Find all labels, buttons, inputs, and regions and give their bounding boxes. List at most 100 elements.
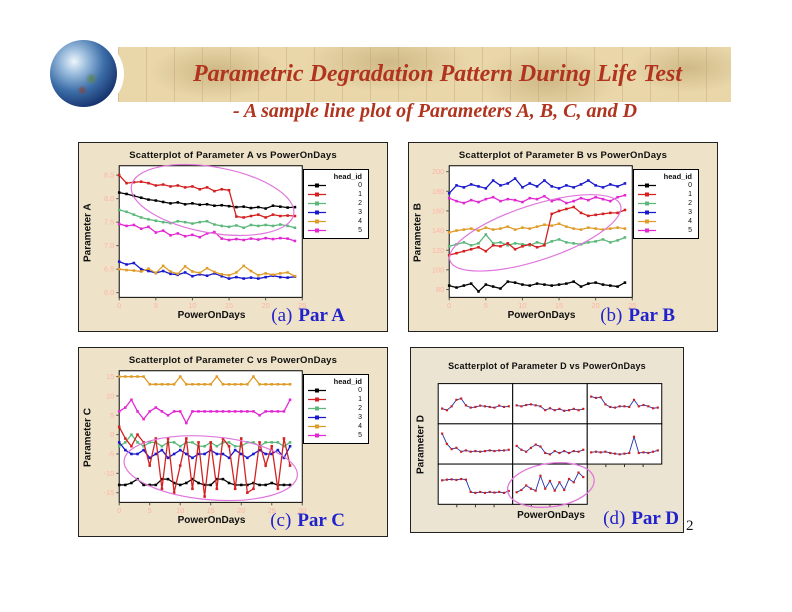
legend-entry-label: 3 — [358, 209, 362, 216]
chart-b-x-axis-label: PowerOnDays — [507, 310, 576, 321]
legend-marker-icon — [308, 183, 326, 188]
svg-text:30: 30 — [298, 506, 306, 515]
title-banner: Parametric Degradation Pattern During Li… — [118, 47, 731, 102]
legend-entry: 1 — [307, 395, 365, 404]
legend-entry: 4 — [637, 217, 695, 226]
legend-entry-label: 0 — [358, 387, 362, 394]
legend-marker-icon — [308, 415, 326, 420]
legend-marker-icon — [308, 397, 326, 402]
svg-text:7.5: 7.5 — [104, 218, 114, 227]
svg-text:0: 0 — [110, 430, 114, 439]
legend-entry: 5 — [307, 431, 365, 440]
svg-text:25: 25 — [268, 506, 276, 515]
chart-b-legend: head_id 0 1 2 3 4 5 — [633, 169, 699, 239]
svg-text:25: 25 — [628, 301, 636, 310]
chart-c-legend: head_id 0 1 2 3 4 5 — [303, 374, 369, 444]
legend-marker-icon — [308, 228, 326, 233]
chart-a-title: Scatterplot of Parameter A vs PowerOnDay… — [129, 150, 337, 161]
legend-entry: 2 — [307, 199, 365, 208]
svg-text:5: 5 — [148, 506, 152, 515]
svg-text:200: 200 — [432, 167, 444, 176]
svg-text:80: 80 — [436, 285, 444, 294]
caption-prefix: (c) — [270, 510, 292, 531]
legend-entry: 4 — [307, 422, 365, 431]
legend-entry-label: 5 — [688, 227, 692, 234]
legend-entry-label: 2 — [358, 200, 362, 207]
chart-c-panel: -15 -10 -5 0 5 10 15 0 5 10 15 20 25 30 Scatterplot o… — [78, 347, 388, 537]
legend-entry: 5 — [307, 226, 365, 235]
legend-marker-icon — [638, 183, 656, 188]
legend-entry-label: 3 — [358, 414, 362, 421]
chart-a-x-axis-label: PowerOnDays — [177, 310, 246, 321]
legend-entry-label: 5 — [358, 432, 362, 439]
legend-title: head_id — [333, 172, 362, 181]
svg-text:7.0: 7.0 — [104, 241, 114, 250]
legend-marker-icon — [638, 228, 656, 233]
caption-label: Par A — [298, 305, 345, 326]
chart-d-y-axis-label: Parameter D — [415, 415, 427, 475]
legend-entry: 0 — [307, 181, 365, 190]
legend-marker-icon — [308, 210, 326, 215]
legend-entry: 3 — [307, 208, 365, 217]
svg-text:10: 10 — [518, 301, 526, 310]
svg-text:20: 20 — [237, 506, 245, 515]
legend-entry-label: 1 — [358, 191, 362, 198]
legend-entry: 2 — [637, 199, 695, 208]
svg-text:15: 15 — [225, 301, 233, 310]
legend-entry: 1 — [307, 190, 365, 199]
svg-text:0: 0 — [447, 301, 451, 310]
legend-entry-label: 1 — [358, 396, 362, 403]
legend-entry: 3 — [307, 413, 365, 422]
caption-prefix: (b) — [600, 305, 623, 326]
legend-entry: 1 — [637, 190, 695, 199]
legend-items: 0 1 2 3 4 5 — [307, 386, 365, 440]
page-number: 2 — [686, 518, 694, 534]
svg-text:10: 10 — [106, 391, 114, 400]
chart-d-title: Scatterplot of Parameter D vs PowerOnDay… — [448, 361, 646, 371]
legend-entry-label: 4 — [688, 218, 692, 225]
caption-label: Par D — [631, 508, 679, 529]
legend-marker-icon — [308, 201, 326, 206]
slide-title: Parametric Degradation Pattern During Li… — [192, 61, 683, 87]
chart-b-plot: 80 100 120 140 160 180 200 0 5 10 15 20 25 — [432, 165, 636, 310]
svg-text:8.0: 8.0 — [104, 194, 114, 203]
caption-label: Par C — [297, 510, 345, 531]
chart-c-x-axis-label: PowerOnDays — [177, 515, 246, 526]
svg-text:10: 10 — [176, 506, 184, 515]
chart-a-plot: 6.0 6.5 7.0 7.5 8.0 8.5 0 5 10 15 20 25 — [104, 163, 306, 310]
legend-entry-label: 2 — [688, 200, 692, 207]
chart-b-y-axis-label: Parameter B — [412, 203, 424, 262]
legend-entry-label: 0 — [688, 182, 692, 189]
svg-text:5: 5 — [154, 301, 158, 310]
chart-b-title: Scatterplot of Parameter B vs PowerOnDay… — [458, 150, 668, 161]
svg-text:160: 160 — [432, 207, 444, 216]
chart-d-x-axis-label: PowerOnDays — [517, 510, 585, 521]
legend-title: head_id — [663, 172, 692, 181]
svg-text:20: 20 — [592, 301, 600, 310]
legend-entry: 2 — [307, 404, 365, 413]
caption-prefix: (a) — [271, 305, 293, 326]
legend-marker-icon — [308, 388, 326, 393]
svg-text:15: 15 — [106, 372, 114, 381]
chart-c-caption: (c) Par C — [270, 510, 345, 532]
svg-text:-15: -15 — [104, 488, 115, 497]
legend-entry-label: 4 — [358, 218, 362, 225]
svg-text:120: 120 — [432, 246, 444, 255]
chart-b-panel: 80 100 120 140 160 180 200 0 5 10 15 20 25 Scatterpl… — [408, 142, 718, 332]
legend-entry-label: 1 — [688, 191, 692, 198]
legend-marker-icon — [308, 192, 326, 197]
svg-text:15: 15 — [207, 506, 215, 515]
svg-text:0: 0 — [117, 506, 121, 515]
legend-title: head_id — [333, 377, 362, 386]
legend-marker-icon — [638, 210, 656, 215]
svg-text:100: 100 — [432, 265, 444, 274]
svg-text:8.5: 8.5 — [104, 171, 114, 180]
legend-marker-icon — [308, 219, 326, 224]
legend-entry-label: 4 — [358, 423, 362, 430]
legend-entry-label: 0 — [358, 182, 362, 189]
legend-marker-icon — [638, 192, 656, 197]
legend-entry-label: 2 — [358, 405, 362, 412]
chart-d-caption: (d) Par D — [603, 508, 679, 530]
chart-d-panel: Scatterplot of Parameter D vs PowerOnDay… — [410, 347, 684, 533]
